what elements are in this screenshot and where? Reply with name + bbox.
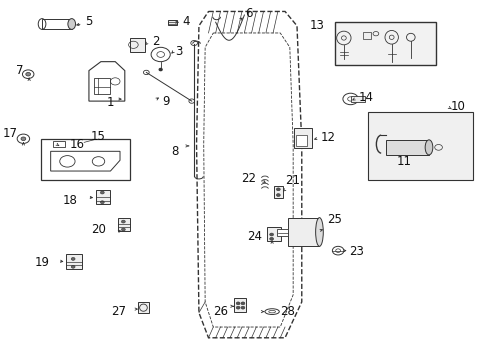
Bar bbox=[288, 218, 319, 246]
Ellipse shape bbox=[424, 140, 432, 155]
Text: 16: 16 bbox=[70, 138, 84, 150]
Text: 27: 27 bbox=[110, 305, 125, 318]
Circle shape bbox=[26, 72, 31, 76]
Text: 13: 13 bbox=[309, 19, 324, 32]
Text: 22: 22 bbox=[241, 172, 255, 185]
Bar bbox=[66, 254, 81, 269]
Bar bbox=[335, 22, 435, 65]
Circle shape bbox=[71, 257, 75, 260]
Circle shape bbox=[236, 302, 240, 305]
Circle shape bbox=[21, 137, 26, 140]
Text: 9: 9 bbox=[162, 95, 169, 108]
Circle shape bbox=[190, 41, 197, 45]
Circle shape bbox=[241, 306, 244, 309]
Circle shape bbox=[71, 265, 75, 268]
Bar bbox=[118, 218, 129, 231]
Text: 11: 11 bbox=[396, 155, 410, 168]
Text: 20: 20 bbox=[91, 223, 105, 236]
Bar bbox=[350, 96, 364, 102]
Circle shape bbox=[100, 201, 104, 204]
Bar bbox=[233, 298, 245, 312]
Bar bbox=[96, 190, 110, 204]
Bar bbox=[41, 139, 129, 180]
Circle shape bbox=[188, 99, 194, 103]
Bar bbox=[385, 140, 428, 155]
Text: 2: 2 bbox=[152, 35, 160, 49]
Bar bbox=[42, 19, 72, 30]
Bar bbox=[94, 78, 110, 94]
Circle shape bbox=[276, 194, 280, 197]
Text: 8: 8 bbox=[171, 145, 178, 158]
Circle shape bbox=[269, 237, 273, 240]
Bar bbox=[167, 20, 177, 25]
Circle shape bbox=[143, 70, 149, 75]
Bar bbox=[362, 32, 370, 40]
Circle shape bbox=[121, 220, 125, 223]
Circle shape bbox=[269, 233, 273, 236]
Bar bbox=[53, 140, 64, 147]
Circle shape bbox=[159, 68, 162, 71]
Bar bbox=[129, 38, 144, 51]
Circle shape bbox=[241, 302, 244, 305]
Bar bbox=[293, 128, 312, 148]
Bar bbox=[276, 229, 288, 235]
Text: 25: 25 bbox=[326, 213, 341, 226]
Text: 18: 18 bbox=[63, 194, 78, 207]
Text: 28: 28 bbox=[280, 305, 295, 318]
Text: 26: 26 bbox=[212, 305, 227, 318]
Text: 4: 4 bbox=[182, 15, 189, 28]
Text: 1: 1 bbox=[106, 96, 114, 109]
Text: 12: 12 bbox=[320, 131, 335, 144]
Text: 23: 23 bbox=[349, 244, 364, 257]
Text: 6: 6 bbox=[245, 8, 252, 21]
Polygon shape bbox=[367, 112, 472, 180]
Text: 7: 7 bbox=[16, 64, 23, 77]
Bar bbox=[273, 186, 282, 198]
Circle shape bbox=[276, 188, 280, 191]
Text: 19: 19 bbox=[34, 256, 49, 269]
Ellipse shape bbox=[315, 218, 323, 246]
Circle shape bbox=[121, 228, 125, 231]
Bar bbox=[138, 302, 148, 314]
Text: 17: 17 bbox=[2, 127, 17, 140]
Text: 24: 24 bbox=[246, 230, 262, 243]
Text: 3: 3 bbox=[175, 45, 182, 58]
Text: 10: 10 bbox=[450, 100, 465, 113]
Bar bbox=[267, 227, 280, 241]
Text: 21: 21 bbox=[285, 174, 300, 186]
Circle shape bbox=[100, 191, 104, 194]
Bar bbox=[295, 135, 306, 145]
Ellipse shape bbox=[68, 19, 75, 30]
Text: 14: 14 bbox=[358, 91, 373, 104]
Text: 5: 5 bbox=[85, 15, 93, 28]
Text: 15: 15 bbox=[90, 130, 105, 144]
Circle shape bbox=[236, 306, 240, 309]
